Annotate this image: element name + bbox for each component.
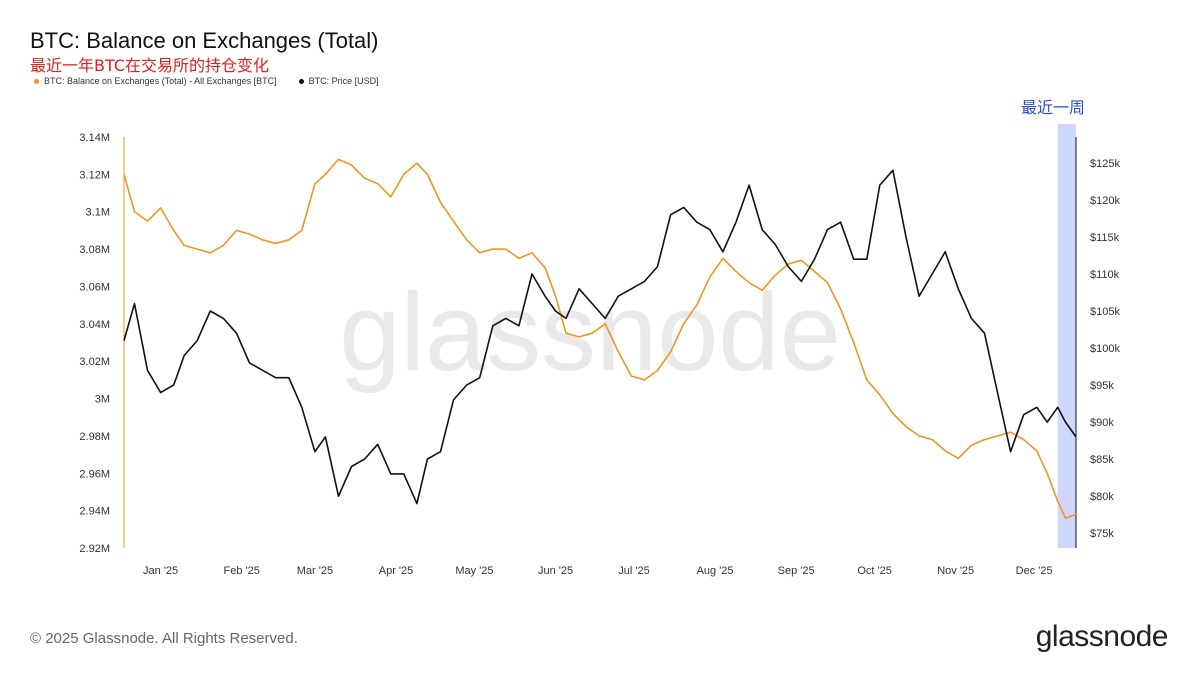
left-tick-label: 3.08M (79, 244, 110, 256)
x-tick-label: Feb '25 (224, 565, 260, 577)
x-tick-label: May '25 (455, 565, 493, 577)
series-line-price (123, 169, 1077, 505)
left-tick-label: 3.12M (79, 169, 110, 181)
right-tick-label: $105k (1090, 306, 1120, 318)
x-tick-label: Mar '25 (297, 565, 333, 577)
left-tick-label: 3.1M (86, 207, 110, 219)
x-tick-label: Nov '25 (937, 565, 974, 577)
legend-label-balance: BTC: Balance on Exchanges (Total) - All … (44, 76, 277, 86)
legend-label-price: BTC: Price [USD] (308, 76, 379, 86)
left-tick-label: 2.94M (79, 506, 110, 518)
x-tick-label: Dec '25 (1016, 565, 1053, 577)
brand-logo[interactable]: glassnode (1035, 620, 1169, 653)
left-tick-label: 2.98M (79, 431, 110, 443)
left-tick-label: 2.96M (79, 468, 110, 480)
right-tick-label: $120k (1090, 195, 1120, 207)
x-tick-label: Oct '25 (857, 565, 892, 577)
chart-title: BTC: Balance on Exchanges (Total) (30, 28, 379, 53)
right-tick-label: $125k (1090, 158, 1120, 170)
right-tick-label: $95k (1090, 380, 1114, 392)
x-tick-label: Jun '25 (538, 565, 573, 577)
x-tick-label: Apr '25 (379, 565, 414, 577)
legend-swatch-price (298, 78, 304, 84)
legend-item-balance[interactable]: BTC: Balance on Exchanges (Total) - All … (34, 76, 277, 86)
left-tick-label: 3.02M (79, 356, 110, 368)
legend: BTC: Balance on Exchanges (Total) - All … (34, 76, 379, 86)
x-tick-label: Aug '25 (697, 565, 734, 577)
legend-item-price[interactable]: BTC: Price [USD] (298, 76, 379, 86)
copyright-text: © 2025 Glassnode. All Rights Reserved. (30, 630, 298, 647)
left-tick-label: 3.04M (79, 319, 110, 331)
x-tick-label: Jul '25 (618, 565, 649, 577)
right-tick-label: $110k (1090, 269, 1120, 281)
right-axis-ticks: $75k $80k $85k $90k $95k $100k $105k $110k $115k… (1090, 158, 1120, 540)
x-tick-label: Sep '25 (778, 565, 815, 577)
left-tick-label: 2.92M (79, 543, 110, 555)
recent-week-label: 最近一周 (1021, 98, 1086, 117)
right-tick-label: $115k (1090, 232, 1120, 244)
right-tick-label: $90k (1090, 417, 1114, 429)
right-tick-label: $100k (1090, 343, 1120, 355)
x-axis-ticks: Jan '25 Feb '25 Mar '25 Apr '25 May '25 Jun '… (143, 565, 1053, 577)
legend-swatch-balance (34, 78, 39, 84)
right-tick-label: $80k (1090, 491, 1114, 503)
right-tick-label: $75k (1090, 528, 1114, 540)
right-tick-label: $85k (1090, 454, 1114, 466)
left-axis-ticks: 2.92M 2.94M 2.96M 2.98M 3M 3.02M 3.04M 3.06M 3.0… (79, 132, 110, 555)
left-tick-label: 3M (95, 394, 110, 406)
chart-subtitle: 最近一年BTC在交易所的持仓变化 (30, 56, 269, 75)
watermark-text: glassnode (339, 271, 841, 394)
left-tick-label: 3.14M (79, 132, 110, 144)
series-line-balance (123, 158, 1077, 519)
x-tick-label: Jan '25 (143, 565, 178, 577)
left-tick-label: 3.06M (79, 281, 110, 293)
recent-week-highlight (1057, 124, 1076, 548)
